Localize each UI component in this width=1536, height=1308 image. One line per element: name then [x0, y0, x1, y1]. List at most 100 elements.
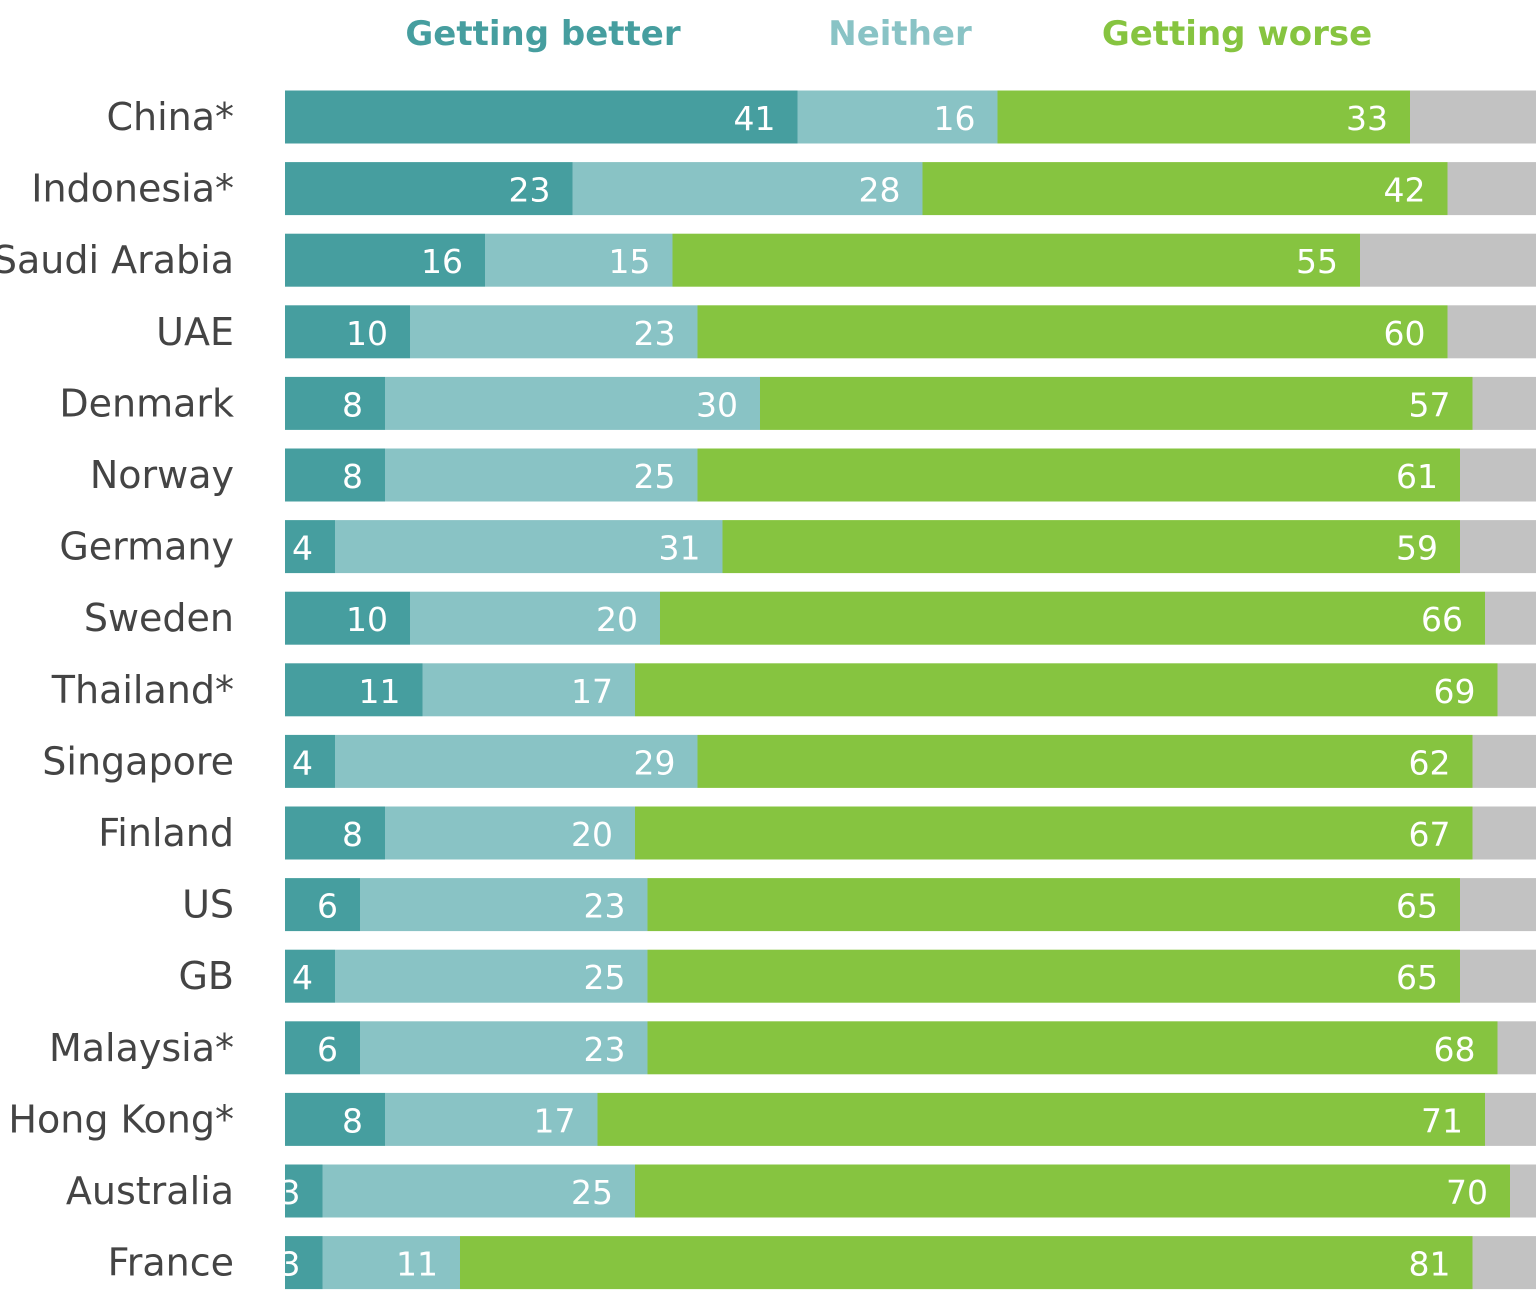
value-label-gb-neither: 25: [584, 958, 626, 997]
bar-uae-getting-better: [285, 305, 410, 359]
bar-uae-neither: [410, 305, 698, 359]
value-label-uae-getting-better: 10: [346, 314, 388, 353]
bar-germany-getting-worse: [722, 520, 1460, 574]
value-label-uae-neither: 23: [634, 314, 676, 353]
value-label-saudi-arabia-getting-better: 16: [421, 242, 463, 281]
value-label-germany-getting-better: 4: [292, 529, 313, 568]
value-label-denmark-getting-worse: 57: [1409, 385, 1451, 424]
bar-us-getting-worse: [647, 878, 1460, 932]
bar-row-malaysia: Malaysia* 6 23 68: [49, 1021, 1536, 1075]
bar-malaysia-getting-better: [285, 1021, 360, 1075]
bar-malaysia-neither: [360, 1021, 648, 1075]
value-label-france-getting-worse: 81: [1409, 1245, 1451, 1284]
value-label-singapore-neither: 29: [634, 743, 676, 782]
bar-finland-remainder: [1472, 806, 1536, 860]
bar-denmark-neither: [385, 376, 760, 430]
value-label-sweden-getting-better: 10: [346, 600, 388, 639]
category-label-norway: Norway: [90, 453, 234, 497]
category-label-uae: UAE: [156, 310, 234, 354]
value-label-norway-getting-worse: 61: [1396, 457, 1438, 496]
bar-row-uae: UAE 10 23 60: [156, 305, 1536, 359]
bar-gb-getting-better: [285, 949, 335, 1003]
bar-saudi-arabia-neither: [485, 233, 673, 287]
bar-france-getting-worse: [460, 1236, 1473, 1290]
value-label-singapore-getting-better: 4: [292, 743, 313, 782]
category-label-thailand: Thailand*: [51, 668, 234, 712]
bar-singapore-neither: [335, 734, 698, 788]
bar-row-saudi-arabia: Saudi Arabia 16 15 55: [0, 233, 1536, 287]
bar-us-remainder: [1460, 878, 1536, 932]
value-label-china-neither: 16: [934, 99, 976, 138]
bar-row-france: France 3 11 81: [108, 1236, 1536, 1290]
bar-thailand-remainder: [1497, 663, 1536, 717]
value-label-finland-getting-better: 8: [342, 815, 363, 854]
category-label-china: China*: [106, 95, 234, 139]
bar-uae-getting-worse: [697, 305, 1448, 359]
bar-uae-remainder: [1447, 305, 1536, 359]
bar-singapore-remainder: [1472, 734, 1536, 788]
category-label-germany: Germany: [59, 525, 234, 569]
bar-row-denmark: Denmark 8 30 57: [59, 376, 1536, 430]
bar-denmark-remainder: [1472, 376, 1536, 430]
value-label-us-getting-worse: 65: [1396, 887, 1438, 926]
category-label-australia: Australia: [66, 1169, 234, 1213]
bar-indonesia-remainder: [1447, 162, 1536, 216]
value-label-hong-kong-getting-better: 8: [342, 1101, 363, 1140]
bar-denmark-getting-worse: [760, 376, 1473, 430]
bar-thailand-getting-better: [285, 663, 423, 717]
value-label-finland-getting-worse: 67: [1409, 815, 1451, 854]
bar-indonesia-getting-better: [285, 162, 573, 216]
value-label-germany-getting-worse: 59: [1396, 529, 1438, 568]
bar-norway-remainder: [1460, 448, 1536, 502]
value-label-hong-kong-neither: 17: [534, 1101, 576, 1140]
value-label-sweden-getting-worse: 66: [1421, 600, 1463, 639]
bar-germany-getting-better: [285, 520, 335, 574]
bar-france-neither: [322, 1236, 460, 1290]
bar-gb-getting-worse: [647, 949, 1460, 1003]
bar-hong-kong-remainder: [1485, 1092, 1536, 1146]
value-label-saudi-arabia-neither: 15: [609, 242, 651, 281]
bar-denmark-getting-better: [285, 376, 385, 430]
bar-sweden-remainder: [1485, 591, 1536, 645]
bar-indonesia-neither: [572, 162, 923, 216]
value-label-germany-neither: 31: [659, 529, 701, 568]
value-label-hong-kong-getting-worse: 71: [1421, 1101, 1463, 1140]
value-label-thailand-getting-worse: 69: [1434, 672, 1476, 711]
bar-china-getting-better: [285, 90, 798, 144]
category-label-sweden: Sweden: [84, 596, 234, 640]
category-label-denmark: Denmark: [59, 381, 234, 425]
bar-malaysia-remainder: [1497, 1021, 1536, 1075]
bar-row-sweden: Sweden 10 20 66: [84, 591, 1536, 645]
legend-getting-better: Getting better: [405, 14, 680, 54]
category-label-singapore: Singapore: [42, 739, 234, 783]
category-label-france: France: [108, 1241, 234, 1285]
bar-row-hong-kong: Hong Kong* 8 17 71: [8, 1092, 1536, 1146]
bar-norway-neither: [385, 448, 698, 502]
value-label-finland-neither: 20: [571, 815, 613, 854]
bar-hong-kong-getting-worse: [597, 1092, 1485, 1146]
category-label-indonesia: Indonesia*: [31, 167, 234, 211]
bar-australia-getting-better: [285, 1164, 323, 1218]
category-label-gb: GB: [178, 954, 234, 998]
category-label-malaysia: Malaysia*: [49, 1026, 234, 1070]
bar-singapore-getting-better: [285, 734, 335, 788]
legend: Getting better Neither Getting worse: [405, 14, 1372, 54]
bar-australia-getting-worse: [635, 1164, 1510, 1218]
bar-germany-neither: [335, 520, 723, 574]
bar-finland-getting-better: [285, 806, 385, 860]
category-label-hong-kong: Hong Kong*: [8, 1097, 234, 1141]
value-label-malaysia-getting-better: 6: [317, 1030, 338, 1069]
value-label-indonesia-neither: 28: [859, 171, 901, 210]
value-label-denmark-getting-better: 8: [342, 385, 363, 424]
bar-row-china: China* 41 16 33: [106, 90, 1536, 144]
value-label-china-getting-worse: 33: [1346, 99, 1388, 138]
bar-row-australia: Australia 3 25 70: [66, 1164, 1536, 1218]
bar-hong-kong-neither: [385, 1092, 598, 1146]
value-label-indonesia-getting-worse: 42: [1384, 171, 1426, 210]
bar-indonesia-getting-worse: [922, 162, 1448, 216]
legend-getting-worse: Getting worse: [1102, 14, 1372, 54]
bar-thailand-getting-worse: [635, 663, 1498, 717]
bar-france-getting-better: [285, 1236, 323, 1290]
